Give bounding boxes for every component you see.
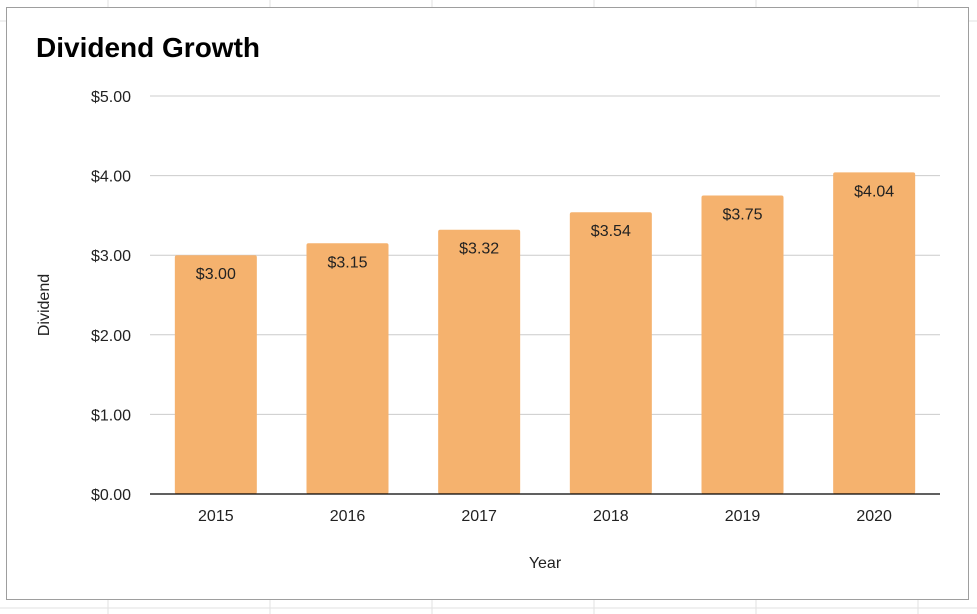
data-label-2017: $3.32 — [459, 241, 499, 258]
data-label-2016: $3.15 — [327, 254, 367, 271]
y-axis-title: Dividend — [36, 274, 53, 336]
chart-title: Dividend Growth — [36, 32, 260, 63]
y-axis-ticks: $0.00 $1.00 $2.00 $3.00 $4.00 $5.00 — [91, 89, 131, 504]
bar-2015[interactable] — [174, 255, 257, 494]
bar-2019[interactable] — [701, 195, 784, 495]
x-tick-label: 2017 — [461, 508, 497, 525]
data-label-2019: $3.75 — [722, 207, 762, 224]
x-axis-title: Year — [529, 555, 562, 572]
bar-2020[interactable] — [833, 172, 916, 494]
y-tick-label: $2.00 — [91, 328, 131, 345]
x-tick-label: 2020 — [856, 508, 892, 525]
x-axis-ticks: 2015 2016 2017 2018 2019 2020 — [198, 508, 892, 525]
bars[interactable] — [174, 172, 916, 495]
y-tick-label: $1.00 — [91, 407, 131, 424]
x-tick-label: 2018 — [593, 508, 629, 525]
data-label-2018: $3.54 — [591, 223, 631, 240]
y-tick-label: $0.00 — [91, 487, 131, 504]
data-label-2020: $4.04 — [854, 183, 894, 200]
bar-2017[interactable] — [438, 229, 521, 494]
data-label-2015: $3.00 — [196, 266, 236, 283]
bar-2016[interactable] — [306, 243, 389, 494]
data-labels: $3.00 $3.15 $3.32 $3.54 $3.75 $4.04 — [196, 183, 894, 283]
y-tick-label: $4.00 — [91, 169, 131, 186]
x-tick-label: 2019 — [725, 508, 761, 525]
gridlines — [150, 95, 940, 415]
x-tick-label: 2016 — [330, 508, 366, 525]
x-tick-label: 2015 — [198, 508, 234, 525]
y-tick-label: $3.00 — [91, 248, 131, 265]
bar-2018[interactable] — [569, 212, 652, 494]
y-tick-label: $5.00 — [91, 89, 131, 106]
